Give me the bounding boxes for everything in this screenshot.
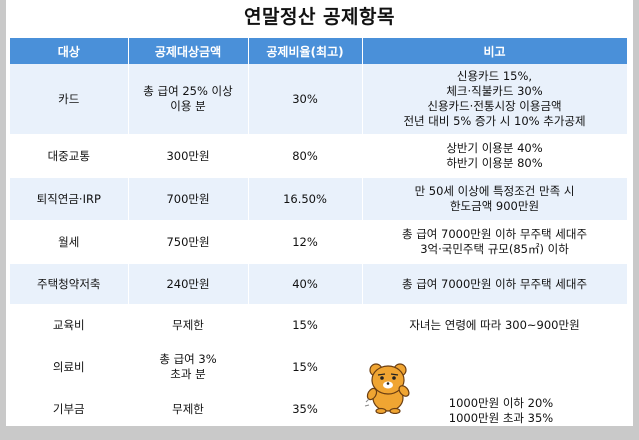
cell-rate: 35% xyxy=(248,388,363,426)
amount-line: 300만원 xyxy=(166,148,210,163)
cell-rate: 80% xyxy=(248,134,363,178)
cell-amount: 240만원 xyxy=(128,264,249,304)
amount-line: 240만원 xyxy=(166,276,210,291)
cell-amount: 300만원 xyxy=(128,134,249,178)
cell-target: 대중교통 xyxy=(10,134,129,178)
cell-note: 총 급여 7000만원 이하 무주택 세대주 3억·국민주택 규모(85㎡) 이… xyxy=(362,220,628,264)
amount-line: 무제한 xyxy=(172,317,204,332)
cell-amount: 700만원 xyxy=(128,178,249,220)
cell-amount: 무제한 xyxy=(128,388,249,426)
table-row: 퇴직연금·IRP 700만원 16.50% 만 50세 이상에 특정조건 만족 … xyxy=(10,178,628,220)
cell-rate: 15% xyxy=(248,304,363,346)
cell-target: 월세 xyxy=(10,220,129,264)
note-line: 신용카드·전통시장 이용금액 xyxy=(427,99,562,113)
note-line: 총 급여 7000만원 이하 무주택 세대주 xyxy=(401,227,588,241)
amount-line: 초과 분 xyxy=(170,367,206,381)
cell-target: 카드 xyxy=(10,64,129,134)
note-line: 1000만원 초과 35% xyxy=(448,411,554,425)
slide: 연말정산 공제항목 대상 공제대상금액 공제비율(최고) 비고 카드 총 급여 … xyxy=(6,0,633,426)
note-line: 하반기 이용분 80% xyxy=(446,156,543,170)
cell-amount: 750만원 xyxy=(128,220,249,264)
cell-note: 신용카드 15%, 체크·직불카드 30% 신용카드·전통시장 이용금액 전년 … xyxy=(362,64,628,134)
note-line: 상반기 이용분 40% xyxy=(446,141,543,155)
table-row: 의료비 총 급여 3% 초과 분 15% xyxy=(10,346,628,388)
cell-amount: 총 급여 3% 초과 분 xyxy=(128,346,249,388)
cell-rate: 30% xyxy=(248,64,363,134)
cell-rate: 15% xyxy=(248,346,363,388)
column-header-target: 대상 xyxy=(10,38,129,64)
cell-note: 만 50세 이상에 특정조건 만족 시 한도금액 900만원 xyxy=(362,178,628,220)
note-line: 한도금액 900만원 xyxy=(449,199,540,213)
note-line: 전년 대비 5% 증가 시 10% 추가공제 xyxy=(403,114,586,128)
bear-character-icon xyxy=(362,358,414,415)
table-row: 주택청약저축 240만원 40% 총 급여 7000만원 이하 무주택 세대주 xyxy=(10,264,628,304)
table-row: 대중교통 300만원 80% 상반기 이용분 40% 하반기 이용분 80% xyxy=(10,134,628,178)
note-line: 만 50세 이상에 특정조건 만족 시 xyxy=(414,184,575,198)
donation-note: 1000만원 이하 20% 1000만원 초과 35% xyxy=(436,396,566,426)
cell-amount: 총 급여 25% 이상 이용 분 xyxy=(128,64,249,134)
amount-line: 총 급여 3% xyxy=(159,352,217,366)
note-line: 체크·직불카드 30% xyxy=(446,84,543,98)
note-line: 자녀는 연령에 따라 300~900만원 xyxy=(409,317,580,332)
amount-line: 700만원 xyxy=(166,191,210,206)
cell-target: 교육비 xyxy=(10,304,129,346)
table-row: 카드 총 급여 25% 이상 이용 분 30% 신용카드 15%, 체크·직불카… xyxy=(10,64,628,134)
cell-note: 자녀는 연령에 따라 300~900만원 xyxy=(362,304,628,346)
cell-amount: 무제한 xyxy=(128,304,249,346)
deduction-table: 대상 공제대상금액 공제비율(최고) 비고 카드 총 급여 25% 이상 이용 … xyxy=(10,38,628,426)
table-row: 교육비 무제한 15% 자녀는 연령에 따라 300~900만원 xyxy=(10,304,628,346)
cell-target: 주택청약저축 xyxy=(10,264,129,304)
column-header-note: 비고 xyxy=(362,38,628,64)
amount-line: 이용 분 xyxy=(170,99,206,113)
note-line: 3억·국민주택 규모(85㎡) 이하 xyxy=(420,242,569,256)
table-header-row: 대상 공제대상금액 공제비율(최고) 비고 xyxy=(10,38,628,64)
cell-note xyxy=(362,346,628,388)
column-header-rate: 공제비율(최고) xyxy=(248,38,363,64)
cell-rate: 12% xyxy=(248,220,363,264)
cell-rate: 16.50% xyxy=(248,178,363,220)
amount-line: 750만원 xyxy=(166,234,210,249)
cell-target: 의료비 xyxy=(10,346,129,388)
background-band xyxy=(0,426,639,440)
cell-rate: 40% xyxy=(248,264,363,304)
note-line: 총 급여 7000만원 이하 무주택 세대주 xyxy=(401,276,588,291)
amount-line: 무제한 xyxy=(172,401,204,416)
column-header-amount: 공제대상금액 xyxy=(128,38,249,64)
cell-target: 기부금 xyxy=(10,388,129,426)
note-line: 신용카드 15%, xyxy=(456,69,533,83)
cell-note: 상반기 이용분 40% 하반기 이용분 80% xyxy=(362,134,628,178)
cell-target: 퇴직연금·IRP xyxy=(10,178,129,220)
page-title: 연말정산 공제항목 xyxy=(244,6,395,28)
amount-line: 총 급여 25% 이상 xyxy=(143,84,233,98)
table-row: 월세 750만원 12% 총 급여 7000만원 이하 무주택 세대주 3억·국… xyxy=(10,220,628,264)
note-line: 1000만원 이하 20% xyxy=(448,396,554,410)
cell-note: 총 급여 7000만원 이하 무주택 세대주 xyxy=(362,264,628,304)
